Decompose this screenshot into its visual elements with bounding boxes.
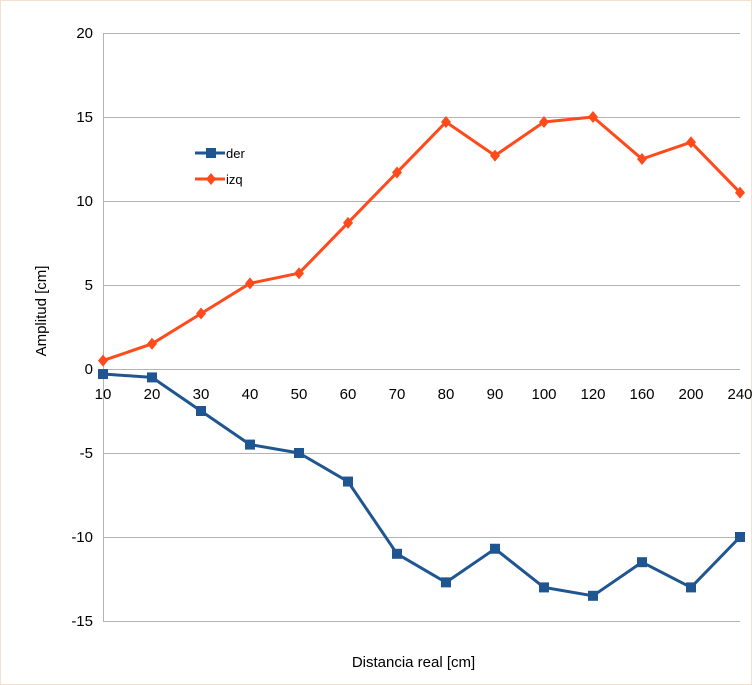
data-point-der	[637, 557, 647, 568]
data-point-izq	[147, 337, 157, 350]
legend-label-der: der	[226, 146, 245, 161]
data-point-der	[343, 476, 353, 487]
x-tick-label: 80	[438, 386, 455, 403]
data-point-izq	[490, 149, 500, 162]
x-tick-label: 40	[242, 386, 259, 403]
data-point-der	[294, 448, 304, 458]
y-tick-label: 5	[85, 277, 93, 294]
x-tick-label: 20	[144, 386, 161, 403]
data-point-izq	[735, 186, 745, 199]
data-point-izq	[441, 116, 451, 129]
series-line-der	[102, 372, 742, 598]
y-tick-label: -10	[71, 529, 93, 546]
data-point-der	[686, 582, 696, 593]
legend-label-izq: izq	[226, 172, 243, 187]
data-point-izq	[98, 354, 108, 367]
data-point-izq	[637, 153, 647, 165]
legend: der izq	[195, 146, 245, 187]
x-tick-label: 120	[580, 386, 605, 403]
data-point-izq	[686, 136, 696, 149]
gridlines	[103, 33, 740, 622]
data-point-izq	[588, 111, 598, 123]
x-tick-label: 60	[340, 386, 357, 403]
data-point-izq	[539, 116, 549, 129]
data-point-der	[196, 406, 206, 416]
x-axis-ticks: 10 20 30 40 50 60 70 80 90 100 120 160 200 240	[95, 386, 752, 403]
data-point-izq	[196, 307, 206, 320]
x-tick-label: 50	[291, 386, 308, 403]
x-tick-label: 200	[678, 386, 703, 403]
x-tick-label: 90	[487, 386, 504, 403]
y-tick-label: 0	[85, 361, 93, 378]
data-point-der	[147, 372, 157, 383]
y-tick-label: -5	[80, 445, 93, 462]
data-point-izq	[392, 166, 402, 179]
x-axis-title: Distancia real [cm]	[352, 654, 475, 671]
data-point-der	[490, 543, 500, 554]
series-layer	[98, 111, 745, 601]
legend-marker-der	[206, 148, 216, 158]
x-tick-label: 70	[389, 386, 406, 403]
x-tick-label: 30	[193, 386, 210, 403]
data-point-izq	[294, 267, 304, 280]
y-axis-ticks: 20 15 10 5 0 -5 -10 -15	[71, 25, 93, 630]
data-point-izq	[343, 216, 353, 229]
data-point-der	[539, 582, 549, 593]
series-line-izq	[102, 115, 742, 363]
data-point-der	[245, 439, 255, 450]
data-point-der	[98, 369, 108, 380]
y-tick-label: 15	[76, 109, 93, 126]
y-tick-label: -15	[71, 613, 93, 630]
x-tick-label: 160	[629, 386, 654, 403]
y-axis-title: Amplitud [cm]	[33, 266, 50, 357]
y-tick-label: 10	[76, 193, 93, 210]
data-point-der	[735, 532, 745, 542]
legend-marker-izq	[206, 173, 216, 185]
data-point-izq	[245, 277, 255, 290]
y-tick-label: 20	[76, 25, 93, 42]
x-tick-label: 240	[727, 386, 752, 403]
data-point-der	[588, 590, 598, 601]
data-point-der	[392, 548, 402, 559]
x-tick-label: 10	[95, 386, 112, 403]
data-point-der	[441, 577, 451, 588]
x-tick-label: 100	[531, 386, 556, 403]
